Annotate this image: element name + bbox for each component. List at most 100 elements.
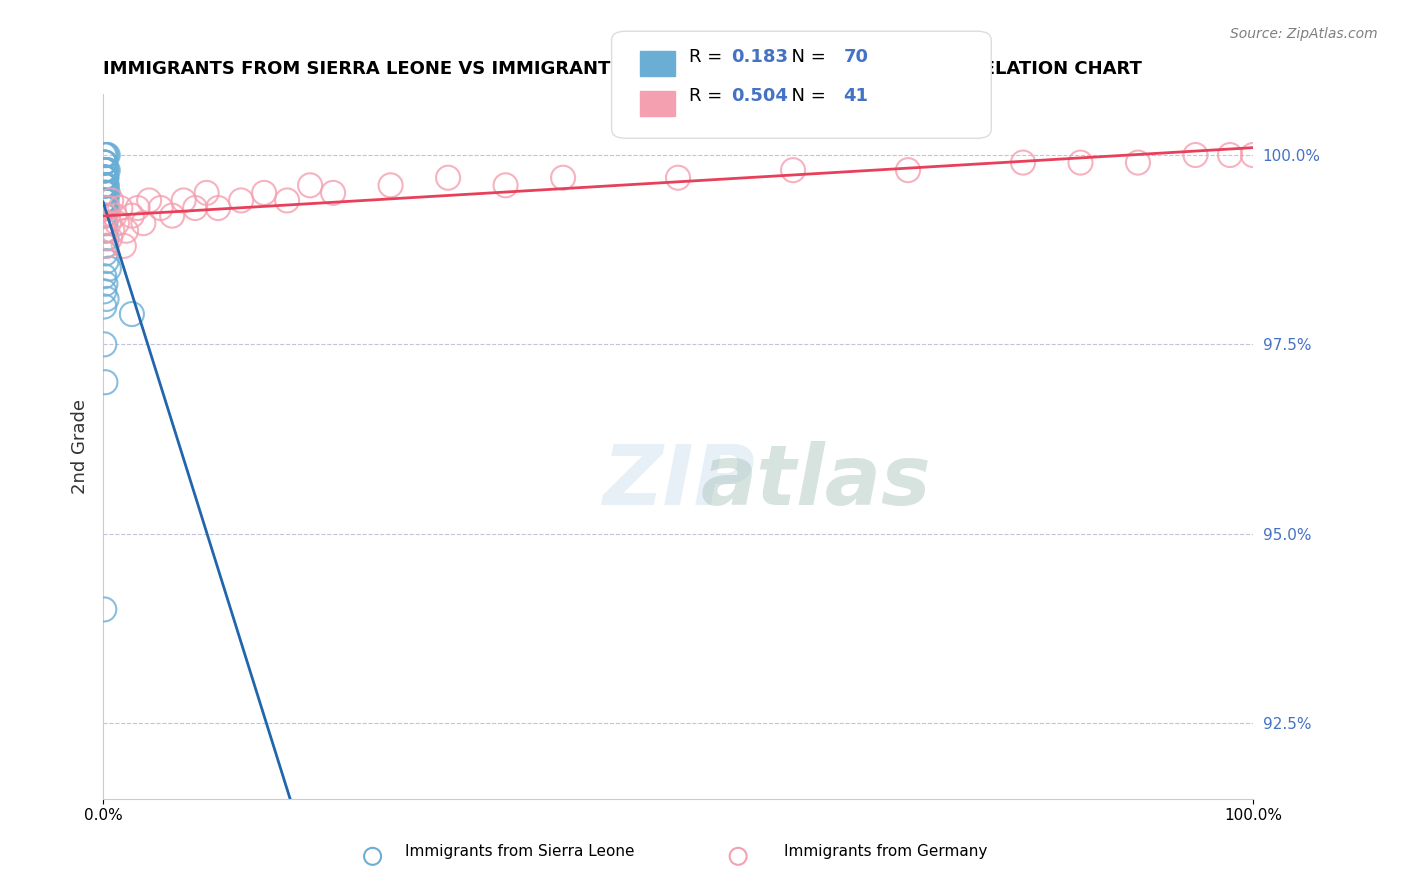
Point: [121, 209, 143, 223]
Point: [93, 194, 115, 208]
Point: [93, 186, 115, 200]
Point: [94, 148, 117, 162]
Point: [127, 201, 149, 215]
Point: [93, 163, 115, 178]
Point: [105, 216, 128, 230]
Point: [94, 246, 117, 260]
Point: [96, 178, 118, 193]
Point: [93, 201, 115, 215]
Point: [96, 201, 118, 215]
Text: 0.504: 0.504: [731, 87, 787, 104]
Point: [93, 178, 115, 193]
Point: [93, 269, 115, 284]
Point: [160, 209, 183, 223]
Point: [93, 178, 115, 193]
Point: [94, 163, 117, 178]
Point: [94, 277, 117, 291]
Point: [93, 178, 115, 193]
Point: [93, 178, 115, 193]
Point: [94, 170, 117, 185]
Point: [93, 170, 115, 185]
Point: [101, 224, 124, 238]
Point: [666, 170, 689, 185]
Text: Source: ZipAtlas.com: Source: ZipAtlas.com: [1230, 27, 1378, 41]
Point: [361, 849, 384, 863]
Point: [97, 261, 120, 276]
Point: [93, 224, 115, 238]
Point: [94, 375, 117, 389]
Text: 70: 70: [844, 48, 869, 66]
Point: [94, 186, 117, 200]
Point: [1184, 148, 1206, 162]
Point: [132, 216, 155, 230]
Point: [97, 216, 120, 230]
Y-axis label: 2nd Grade: 2nd Grade: [72, 399, 89, 494]
Point: [551, 170, 574, 185]
Point: [897, 163, 920, 178]
Point: [96, 194, 118, 208]
Point: [94, 239, 117, 253]
Point: [93, 155, 115, 169]
Point: [96, 148, 118, 162]
Point: [94, 170, 117, 185]
Point: [1241, 148, 1264, 162]
Point: [98, 231, 121, 245]
Text: IMMIGRANTS FROM SIERRA LEONE VS IMMIGRANTS FROM GERMANY 2ND GRADE CORRELATION CH: IMMIGRANTS FROM SIERRA LEONE VS IMMIGRAN…: [103, 60, 1142, 78]
Point: [93, 602, 115, 616]
Point: [207, 201, 229, 215]
Point: [149, 201, 172, 215]
Point: [93, 170, 115, 185]
Point: [94, 178, 117, 193]
Point: [110, 201, 132, 215]
Point: [1126, 155, 1149, 169]
Point: [94, 155, 117, 169]
Point: [94, 178, 117, 193]
Text: Immigrants from Sierra Leone: Immigrants from Sierra Leone: [405, 845, 636, 859]
Point: [94, 170, 117, 185]
Point: [437, 170, 460, 185]
Point: [121, 307, 143, 321]
Point: [93, 178, 115, 193]
Point: [94, 186, 117, 200]
Point: [93, 194, 115, 208]
Point: [727, 849, 749, 863]
Point: [96, 254, 118, 268]
Point: [94, 163, 117, 178]
Text: N =: N =: [780, 48, 832, 66]
Point: [115, 224, 138, 238]
Text: R =: R =: [689, 48, 728, 66]
Point: [93, 201, 115, 215]
Point: [96, 163, 118, 178]
Point: [93, 163, 115, 178]
Text: N =: N =: [780, 87, 832, 104]
Text: R =: R =: [689, 87, 728, 104]
Point: [93, 155, 115, 169]
Point: [495, 178, 517, 193]
Point: [97, 163, 120, 178]
Point: [276, 194, 298, 208]
Text: 0.183: 0.183: [731, 48, 789, 66]
Point: [184, 201, 207, 215]
Point: [93, 170, 115, 185]
Point: [195, 186, 218, 200]
Point: [93, 300, 115, 314]
Point: [173, 194, 195, 208]
Point: [138, 194, 160, 208]
Point: [96, 239, 118, 253]
Point: [93, 170, 115, 185]
Point: [96, 186, 118, 200]
Point: [93, 216, 115, 230]
Point: [93, 155, 115, 169]
Text: 41: 41: [844, 87, 869, 104]
Point: [93, 163, 115, 178]
Point: [94, 209, 117, 223]
Point: [782, 163, 804, 178]
Point: [94, 170, 117, 185]
Point: [94, 224, 117, 238]
Point: [96, 292, 118, 306]
Point: [299, 178, 322, 193]
Text: ZIP: ZIP: [602, 442, 755, 523]
Point: [100, 194, 122, 208]
Point: [112, 239, 135, 253]
Point: [1012, 155, 1035, 169]
